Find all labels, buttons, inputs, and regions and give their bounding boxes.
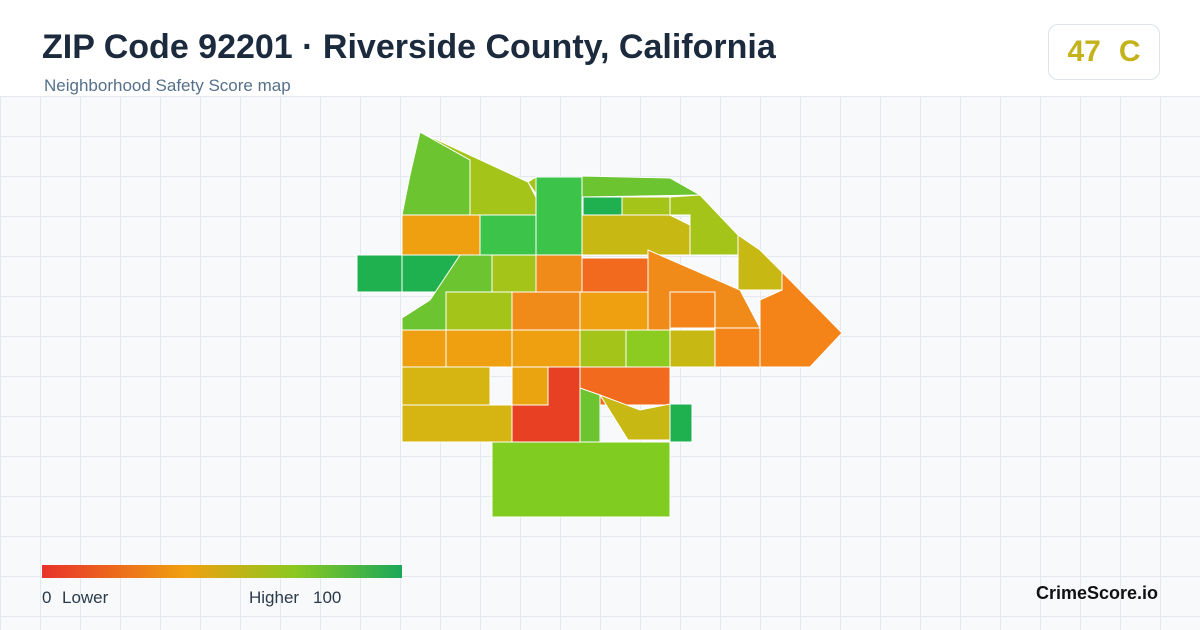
score-badge: 47 C bbox=[1048, 24, 1160, 80]
score-value: 47 bbox=[1067, 35, 1101, 68]
header-bg bbox=[0, 0, 1200, 96]
legend-max-label: Higher bbox=[249, 588, 300, 607]
legend-max: 100 bbox=[313, 588, 342, 607]
brand: CrimeScore.io bbox=[1036, 583, 1159, 603]
legend-gradient bbox=[42, 565, 402, 578]
score-grade: C bbox=[1118, 35, 1141, 68]
legend-min: 0 bbox=[42, 588, 52, 607]
legend-min-label: Lower bbox=[62, 588, 109, 607]
title: ZIP Code 92201 · Riverside County, Calif… bbox=[42, 28, 776, 66]
subtitle: Neighborhood Safety Score map bbox=[44, 76, 291, 95]
